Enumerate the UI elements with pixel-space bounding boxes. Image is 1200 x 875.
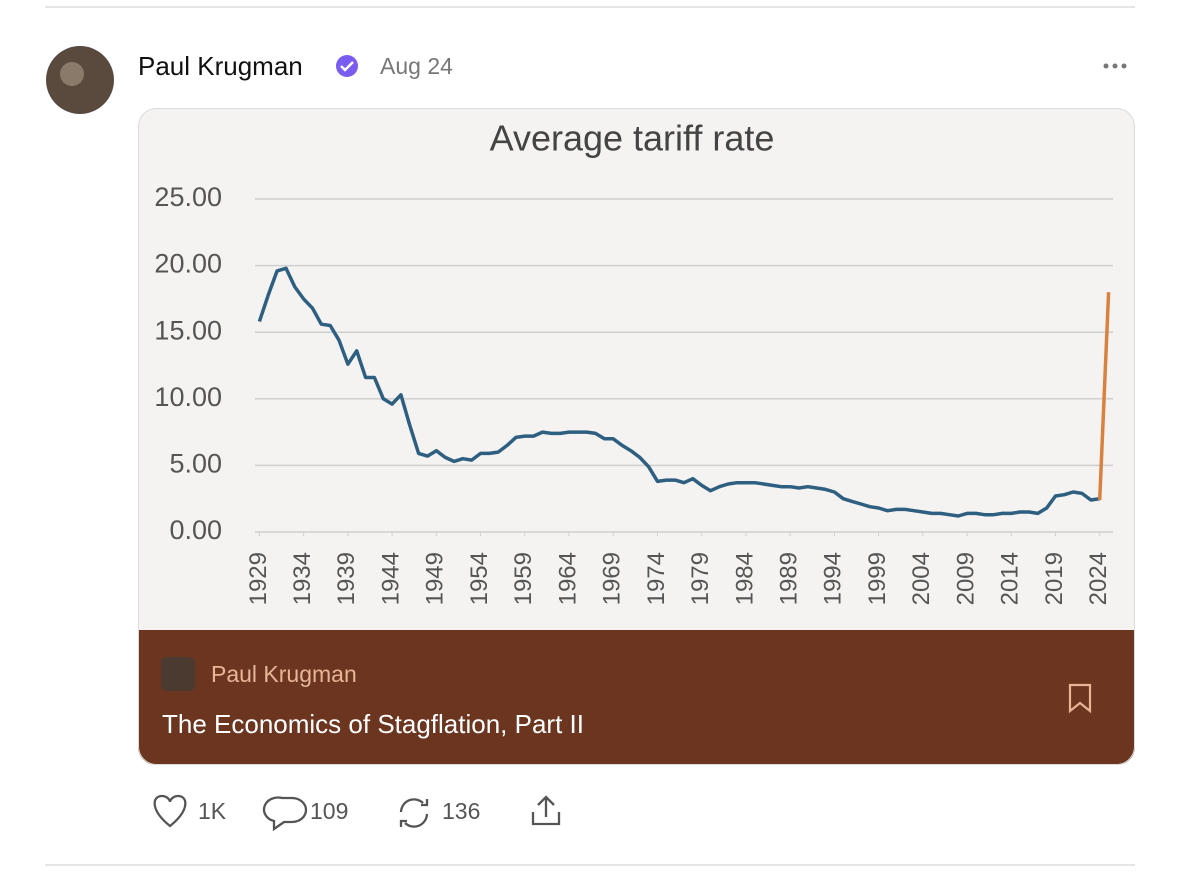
- verified-badge: [336, 55, 358, 77]
- x-tick-label: 1989: [775, 552, 802, 605]
- bookmark-icon[interactable]: [1068, 683, 1092, 714]
- chart-title: Average tariff rate: [490, 118, 775, 159]
- repost-count: 136: [442, 798, 480, 824]
- x-tick-label: 1994: [820, 552, 847, 605]
- x-tick-label: 1934: [289, 552, 316, 605]
- x-tick-label: 1979: [687, 552, 714, 605]
- more-menu[interactable]: [1103, 63, 1127, 69]
- x-tick-label: 1959: [510, 552, 537, 605]
- like-count: 1K: [198, 798, 227, 824]
- x-tick-label: 1929: [245, 552, 272, 605]
- y-tick-label: 20.00: [154, 249, 222, 279]
- link-card[interactable]: [138, 108, 1135, 765]
- card-border: [138, 108, 1135, 765]
- post-date: Aug 24: [380, 53, 453, 79]
- card-author: Paul Krugman: [211, 661, 357, 687]
- x-tick-label: 1969: [599, 552, 626, 605]
- chart-background: [138, 108, 1135, 630]
- x-tick-label: 1944: [377, 552, 404, 605]
- data-line: [257, 266, 1100, 518]
- verified-check: [340, 61, 354, 72]
- card-title: The Economics of Stagflation, Part II: [162, 709, 584, 739]
- comment-count: 109: [310, 798, 348, 824]
- y-tick-label: 15.00: [154, 315, 222, 345]
- x-tick-label: 2009: [952, 552, 979, 605]
- comment-icon[interactable]: [262, 796, 308, 832]
- x-tick-label: 1999: [864, 552, 891, 605]
- x-tick-label: 2014: [997, 552, 1024, 605]
- x-tick-label: 1964: [554, 552, 581, 605]
- y-tick-label: 25.00: [154, 182, 222, 212]
- x-tick-label: 1984: [731, 552, 758, 605]
- card-avatar: [161, 657, 195, 691]
- x-tick-label: 2024: [1085, 552, 1112, 605]
- y-tick-label: 0.00: [169, 515, 222, 545]
- repost-icon[interactable]: [399, 798, 429, 828]
- x-tick-label: 2004: [908, 552, 935, 605]
- author-name[interactable]: Paul Krugman: [138, 51, 303, 81]
- x-tick-label: 1974: [643, 552, 670, 605]
- chart: Average tariff rate 0.00 5.00 10.00 15.00 20…: [154, 118, 1113, 605]
- share-icon[interactable]: [531, 795, 561, 826]
- x-tick-label: 1939: [333, 552, 360, 605]
- avatar-detail: [60, 62, 84, 86]
- like-icon[interactable]: [153, 794, 187, 828]
- x-tick-label: 1949: [422, 552, 449, 605]
- card-footer: [138, 630, 1135, 765]
- x-tick-label: 2019: [1041, 552, 1068, 605]
- y-tick-label: 5.00: [169, 449, 222, 479]
- data-line: [1097, 292, 1111, 501]
- y-tick-label: 10.00: [154, 382, 222, 412]
- x-tick-label: 1954: [466, 552, 493, 605]
